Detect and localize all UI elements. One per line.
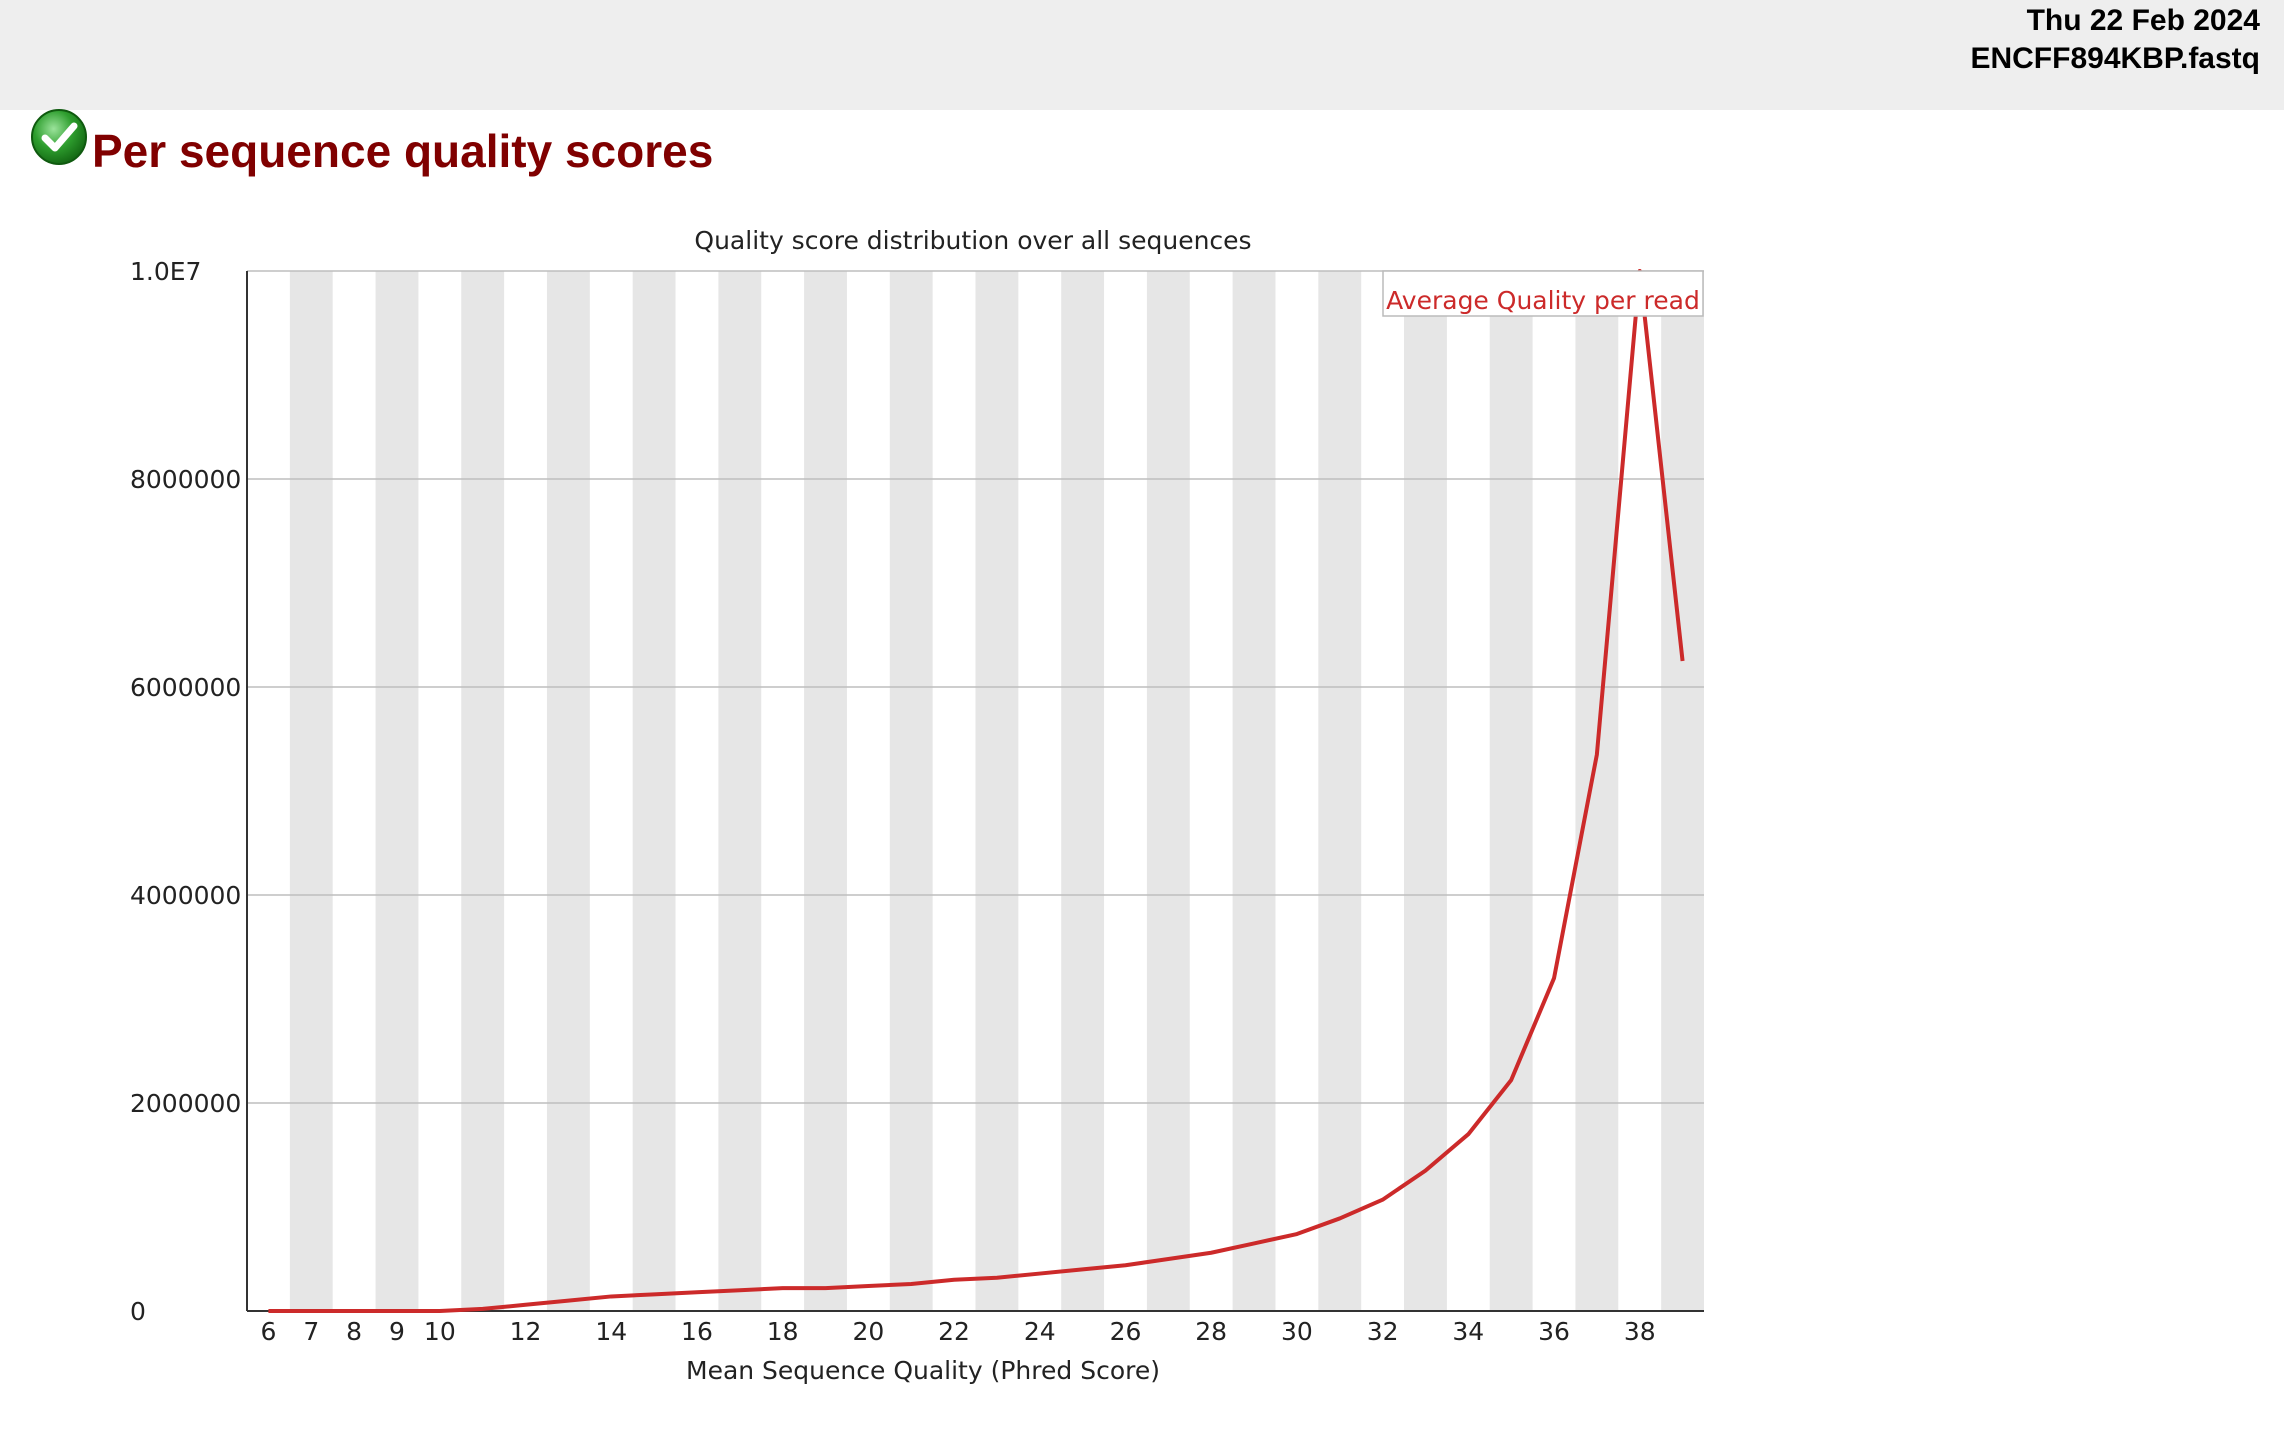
chart-band [1490, 271, 1533, 1311]
chart-band [290, 271, 333, 1311]
x-tick-label: 16 [681, 1317, 713, 1346]
x-tick-label: 10 [424, 1317, 456, 1346]
x-tick-label: 22 [938, 1317, 970, 1346]
chart-title: Quality score distribution over all sequ… [694, 226, 1251, 255]
y-tick-label: 0 [130, 1297, 146, 1326]
chart-band [461, 271, 504, 1311]
y-tick-label: 4000000 [130, 881, 241, 910]
chart-band [718, 271, 761, 1311]
chart-band [1661, 271, 1704, 1311]
x-tick-label: 8 [346, 1317, 362, 1346]
chart-band [976, 271, 1019, 1311]
x-tick-label: 6 [260, 1317, 276, 1346]
legend-label: Average Quality per read [1386, 286, 1700, 315]
x-tick-label: 18 [767, 1317, 799, 1346]
x-tick-label: 28 [1195, 1317, 1227, 1346]
chart-band [1147, 271, 1190, 1311]
x-tick-label: 12 [510, 1317, 542, 1346]
chart-band [376, 271, 419, 1311]
y-tick-label: 6000000 [130, 673, 241, 702]
chart-band [1404, 271, 1447, 1311]
chart-band [1575, 271, 1618, 1311]
y-tick-label: 2000000 [130, 1089, 241, 1118]
x-tick-label: 36 [1538, 1317, 1570, 1346]
chart-band [1318, 271, 1361, 1311]
y-tick-label: 8000000 [130, 465, 241, 494]
chart-band [633, 271, 676, 1311]
y-tick-labels: 0 2000000 4000000 6000000 8000000 1.0E7 [130, 257, 241, 1326]
x-axis-label: Mean Sequence Quality (Phred Score) [686, 1356, 1160, 1385]
chart-band [1233, 271, 1276, 1311]
chart-band [547, 271, 590, 1311]
x-tick-label: 20 [852, 1317, 884, 1346]
x-tick-label: 38 [1624, 1317, 1656, 1346]
chart-legend: Average Quality per read [1383, 271, 1703, 316]
chart-band [1061, 271, 1104, 1311]
x-tick-label: 26 [1110, 1317, 1142, 1346]
x-tick-label: 34 [1452, 1317, 1484, 1346]
chart-band [804, 271, 847, 1311]
x-tick-label: 7 [303, 1317, 319, 1346]
x-tick-label: 14 [595, 1317, 627, 1346]
y-tick-label: 1.0E7 [130, 257, 201, 286]
chart-bands [290, 271, 1704, 1311]
x-tick-label: 30 [1281, 1317, 1313, 1346]
x-tick-label: 9 [389, 1317, 405, 1346]
chart-band [890, 271, 933, 1311]
x-tick-label: 24 [1024, 1317, 1056, 1346]
x-tick-label: 32 [1367, 1317, 1399, 1346]
